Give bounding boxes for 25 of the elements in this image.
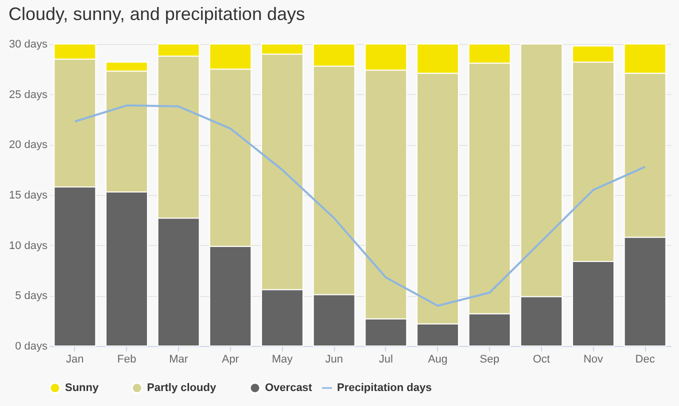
chart-title: Cloudy, sunny, and precipitation days (8, 4, 305, 24)
legend-label: Sunny (65, 382, 100, 394)
y-tick-label: 10 days (8, 240, 48, 252)
y-tick-label: 15 days (8, 190, 48, 202)
x-tick-label: Oct (532, 354, 550, 366)
x-tick-label: Jun (325, 354, 343, 366)
x-tick-label: Apr (222, 354, 240, 366)
x-tick-label: Jan (66, 354, 84, 366)
y-tick-label: 5 days (15, 290, 48, 302)
y-tick-label: 30 days (8, 38, 48, 50)
x-tick-label: Jul (378, 354, 393, 366)
legend-label: Overcast (265, 382, 312, 394)
x-tick-label: Mar (169, 354, 188, 366)
y-tick-label: 20 days (8, 139, 48, 152)
line-series (74, 104, 646, 307)
legend-label: Precipitation days (337, 382, 432, 394)
x-tick-label: Feb (117, 354, 136, 366)
x-tick-label: Dec (635, 354, 656, 366)
x-tick-label: Nov (583, 354, 604, 366)
legend-label: Partly cloudy (147, 382, 217, 394)
x-tick-label: Aug (428, 354, 448, 366)
y-tick-label: 25 days (8, 88, 48, 101)
x-tick-label: May (272, 354, 294, 366)
y-tick-label: 0 days (15, 340, 48, 352)
x-tick-label: Sep (480, 354, 500, 366)
